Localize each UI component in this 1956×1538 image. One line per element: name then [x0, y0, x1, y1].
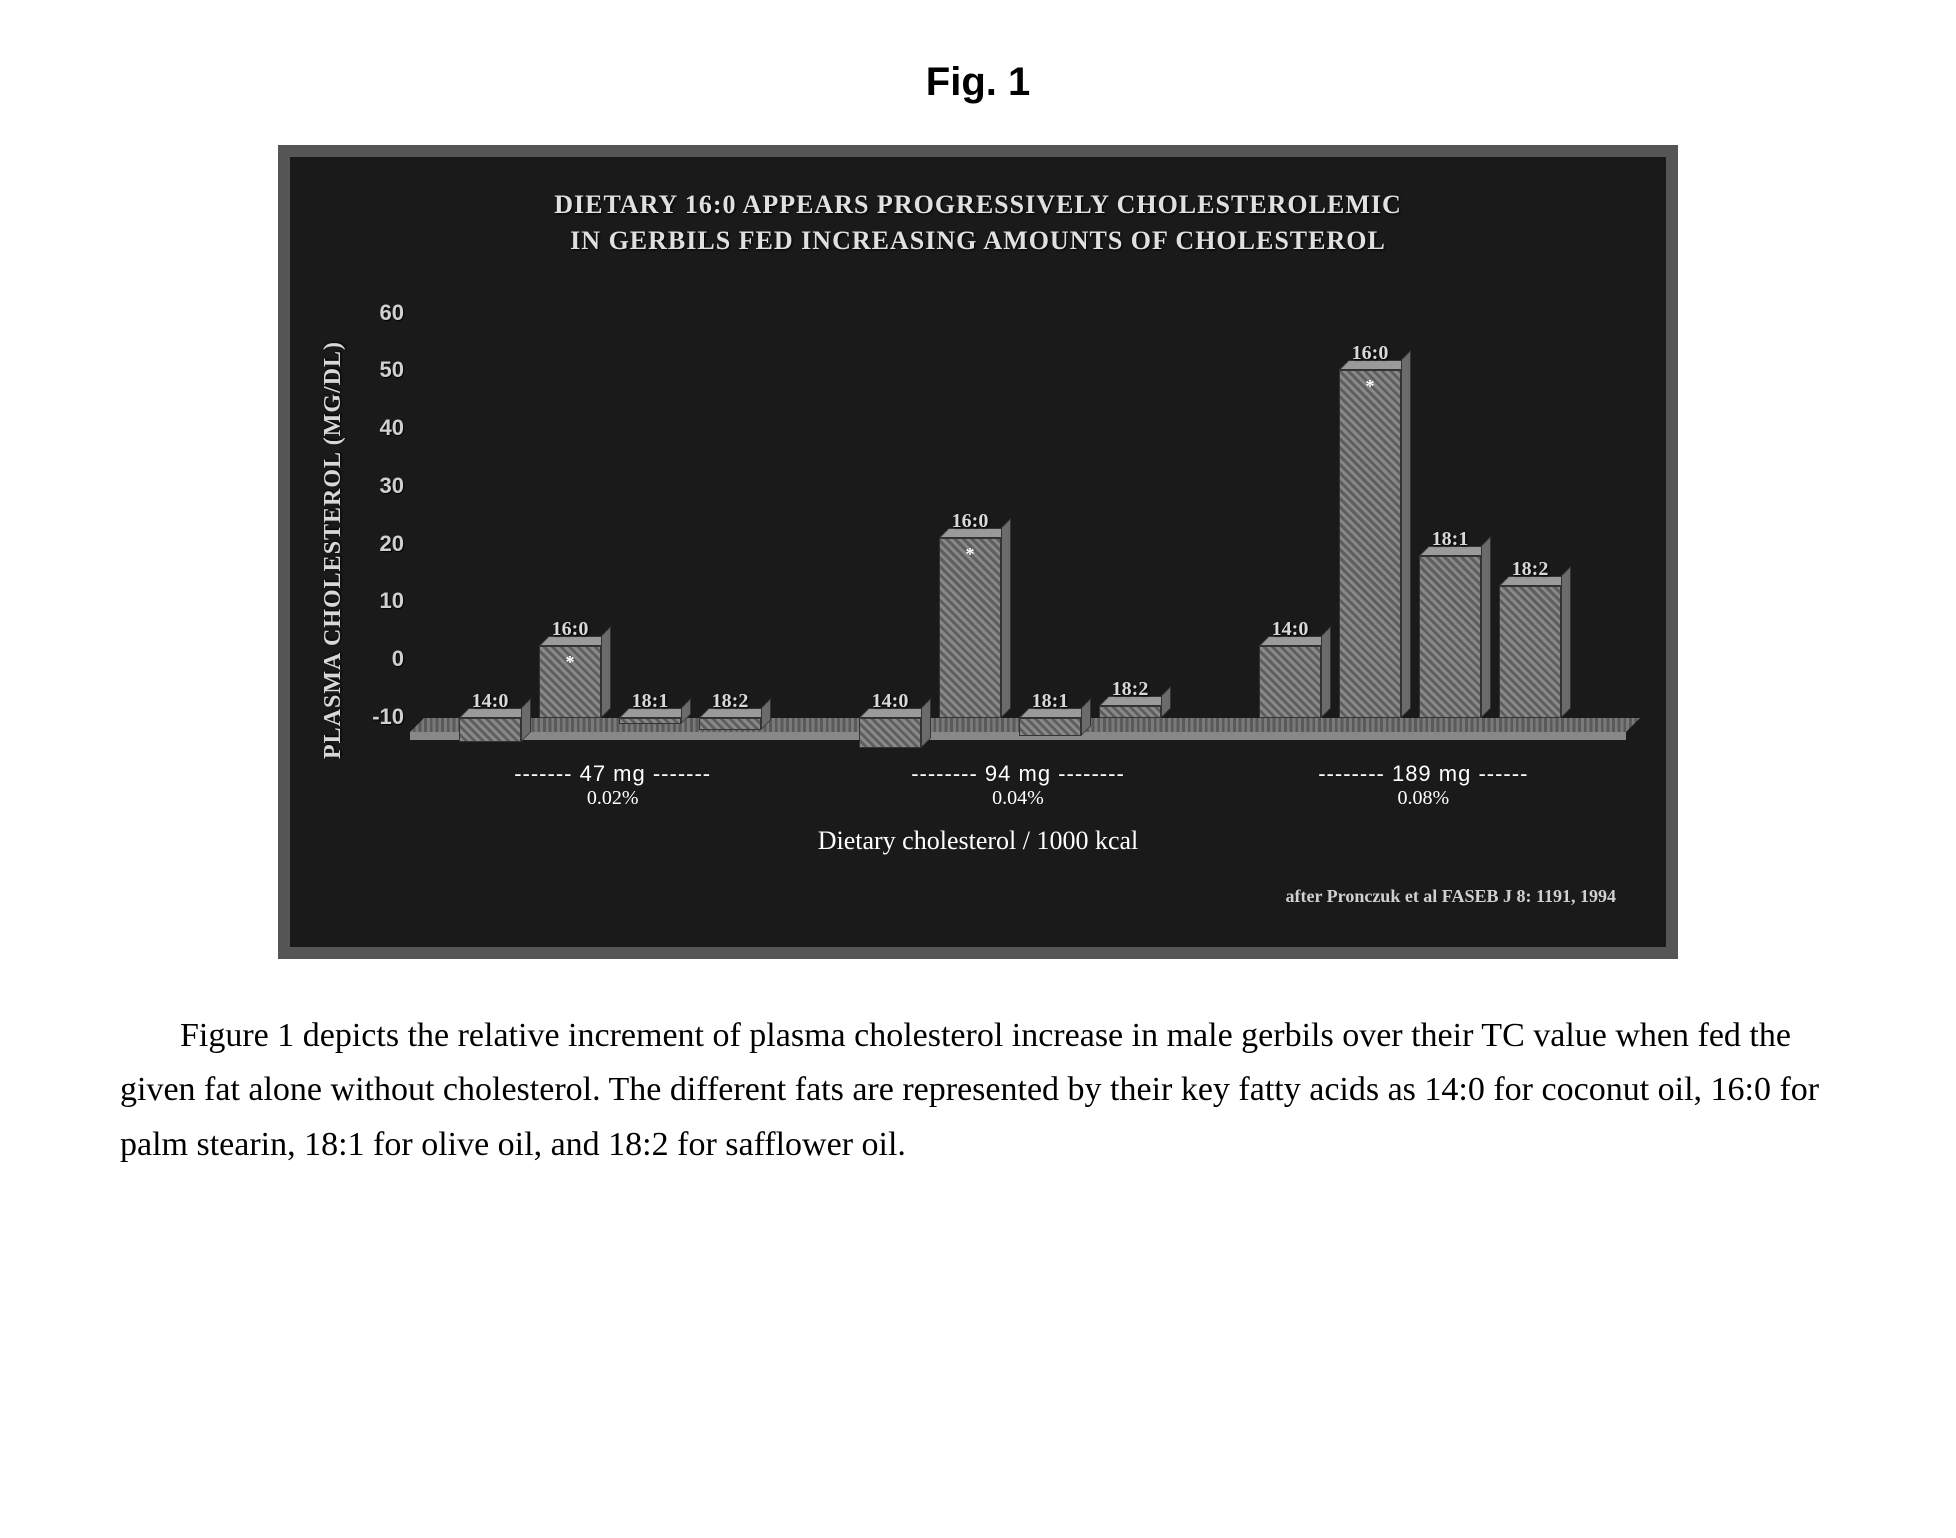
bar-label: 18:2 — [1512, 558, 1549, 581]
y-axis-ticks: 60 50 40 30 20 10 0 -10 — [360, 280, 410, 820]
chart-panel: DIETARY 16:0 APPEARS PROGRESSIVELY CHOLE… — [278, 145, 1678, 959]
bar-g1-18-1: 18:1 — [619, 718, 681, 724]
bar-g1-14-0: 14:0 — [459, 718, 521, 742]
bar-label: 16:0 — [552, 618, 589, 641]
y-tick: 10 — [360, 588, 404, 614]
bar-label: 16:0 — [952, 510, 989, 533]
x-group-percent: 0.02% — [412, 787, 813, 810]
x-group-percent: 0.04% — [817, 787, 1218, 810]
bar-label: 14:0 — [1272, 618, 1309, 641]
x-group-g2: -------- 94 mg --------0.04% — [817, 761, 1218, 810]
y-tick: 20 — [360, 531, 404, 557]
significance-star-icon: * — [1366, 376, 1375, 397]
bar-label: 18:1 — [1032, 690, 1069, 713]
significance-star-icon: * — [966, 544, 975, 565]
bar-label: 18:1 — [632, 690, 669, 713]
plot-wrap: PLASMA CHOLESTEROL (MG/DL) 60 50 40 30 20 10 0… — [320, 280, 1636, 820]
bar-g3-16-0: 16:0* — [1339, 370, 1401, 718]
bar-label: 18:2 — [712, 690, 749, 713]
bar-label: 18:2 — [1112, 678, 1149, 701]
chart-title: DIETARY 16:0 APPEARS PROGRESSIVELY CHOLE… — [320, 187, 1636, 260]
bar-label: 14:0 — [872, 690, 909, 713]
x-group-amount: -------- 94 mg -------- — [817, 761, 1218, 787]
bar-g1-18-2: 18:2 — [699, 718, 761, 730]
y-tick: -10 — [360, 704, 404, 730]
y-tick: 50 — [360, 357, 404, 383]
x-axis-label: Dietary cholesterol / 1000 kcal — [320, 826, 1636, 856]
chart-title-line1: DIETARY 16:0 APPEARS PROGRESSIVELY CHOLE… — [554, 190, 1402, 219]
bar-g2-18-2: 18:2 — [1099, 706, 1161, 718]
bar-label: 14:0 — [472, 690, 509, 713]
significance-star-icon: * — [566, 652, 575, 673]
bar-g3-14-0: 14:0 — [1259, 646, 1321, 718]
x-group-percent: 0.08% — [1223, 787, 1624, 810]
chart-floor-edge — [410, 732, 1626, 740]
chart-citation: after Pronczuk et al FASEB J 8: 1191, 19… — [320, 886, 1636, 907]
x-group-g3: -------- 189 mg ------0.08% — [1223, 761, 1624, 810]
figure-caption: Figure 1 depicts the relative increment … — [120, 1009, 1836, 1172]
bar-g1-16-0: 16:0* — [539, 646, 601, 718]
bar-g2-14-0: 14:0 — [859, 718, 921, 748]
x-group-amount: -------- 189 mg ------ — [1223, 761, 1624, 787]
bar-label: 16:0 — [1352, 342, 1389, 365]
plot-area: 14:016:0*18:118:214:016:0*18:118:214:016… — [410, 300, 1626, 810]
chart-title-line2: IN GERBILS FED INCREASING AMOUNTS OF CHO… — [570, 226, 1386, 255]
y-tick: 0 — [360, 646, 404, 672]
bar-label: 18:1 — [1432, 528, 1469, 551]
figure-label: Fig. 1 — [100, 60, 1856, 105]
y-tick: 60 — [360, 300, 404, 326]
y-tick: 30 — [360, 473, 404, 499]
bar-g2-18-1: 18:1 — [1019, 718, 1081, 736]
bar-g3-18-2: 18:2 — [1499, 586, 1561, 718]
x-axis-groups: ------- 47 mg -------0.02%-------- 94 mg… — [410, 761, 1626, 810]
y-axis-label: PLASMA CHOLESTEROL (MG/DL) — [320, 280, 360, 820]
bar-g3-18-1: 18:1 — [1419, 556, 1481, 718]
x-group-g1: ------- 47 mg -------0.02% — [412, 761, 813, 810]
x-group-amount: ------- 47 mg ------- — [412, 761, 813, 787]
y-tick: 40 — [360, 415, 404, 441]
bar-g2-16-0: 16:0* — [939, 538, 1001, 718]
